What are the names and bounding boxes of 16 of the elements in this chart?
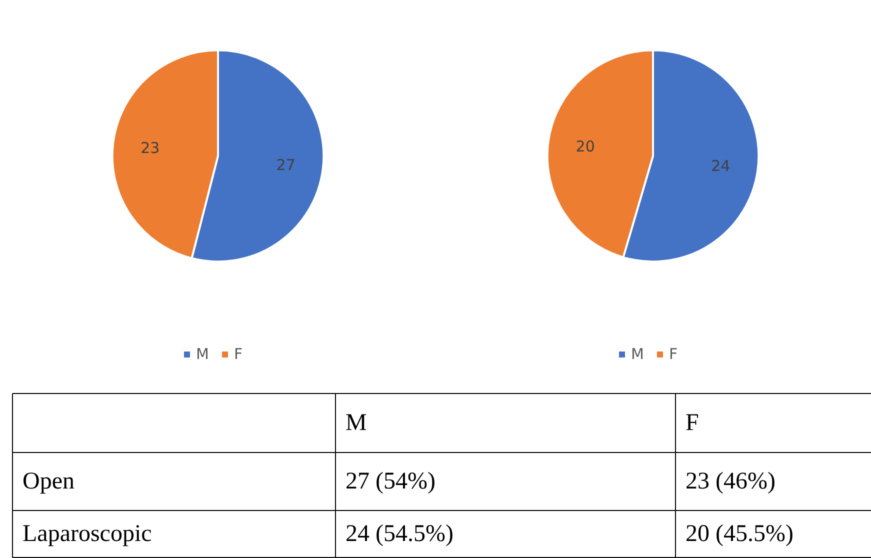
legend-label: F bbox=[669, 345, 679, 363]
data-label: 27 bbox=[276, 156, 296, 174]
category-label: Open bbox=[22, 468, 74, 494]
category-label: M bbox=[346, 410, 367, 436]
legend-label: F bbox=[234, 345, 244, 363]
data-label: 23 bbox=[140, 138, 160, 157]
data-label: 24 bbox=[711, 157, 730, 176]
category-label: Laparoscopic bbox=[22, 521, 152, 547]
text: 23 (46%) bbox=[686, 468, 776, 494]
legend-label: M bbox=[196, 345, 210, 363]
legend-label: M bbox=[631, 345, 645, 363]
category-label: F bbox=[686, 410, 699, 436]
text: 20 (45.5%) bbox=[686, 521, 794, 547]
text: 27 (54%) bbox=[346, 468, 436, 494]
text: 24 (54.5%) bbox=[346, 521, 454, 547]
data-label: 20 bbox=[576, 138, 595, 156]
